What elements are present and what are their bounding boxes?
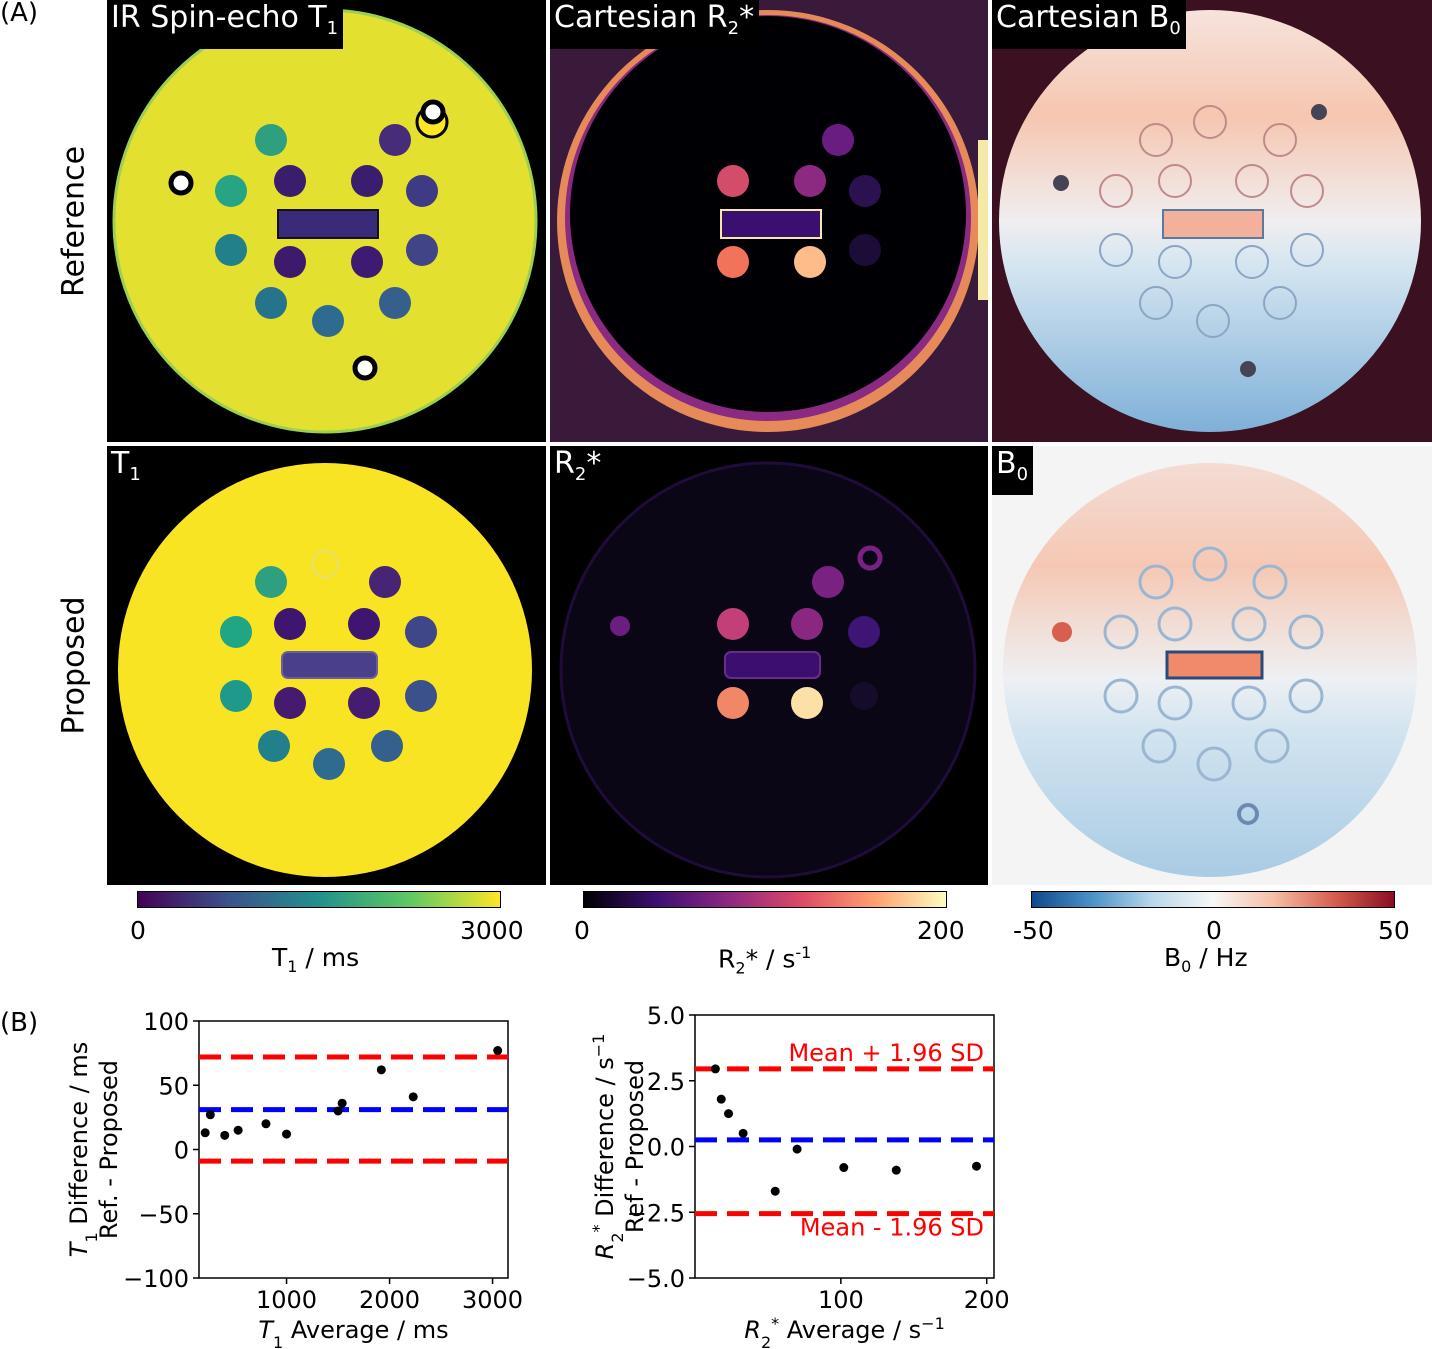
data-point xyxy=(234,1126,243,1135)
y-tick-label: 100 xyxy=(143,1008,189,1036)
panel-label-a: (A) xyxy=(0,0,38,28)
map-reference-r2: Cartesian R2* xyxy=(550,0,988,442)
data-point xyxy=(793,1145,802,1154)
map-title-prop-b0: B0 xyxy=(992,446,1033,495)
x-tick-label: 100 xyxy=(818,1286,864,1314)
data-point xyxy=(338,1099,347,1108)
x-tick-label: 2000 xyxy=(359,1286,420,1314)
colorbar-r2-max: 200 xyxy=(917,916,965,945)
colorbar-t1 xyxy=(137,891,501,908)
row-label-reference: Reference xyxy=(57,132,92,312)
colorbar-t1-min: 0 xyxy=(130,916,146,945)
colorbar-r2-label: R2* / s-1 xyxy=(718,943,811,977)
map-proposed-b0-image xyxy=(992,446,1432,885)
map-title-prop-r2: R2* xyxy=(550,446,606,495)
colorbar-t1-max: 3000 xyxy=(460,916,524,945)
colorbar-r2 xyxy=(583,891,947,908)
map-reference-t1-image xyxy=(107,0,546,442)
annotation-lower: Mean - 1.96 SD xyxy=(800,1214,984,1242)
map-title-ref-b0: Cartesian B0 xyxy=(992,0,1186,49)
data-point xyxy=(717,1095,726,1104)
data-point xyxy=(206,1110,215,1119)
map-reference-r2-image xyxy=(550,0,988,442)
colorbar-b0-mid: 0 xyxy=(1206,916,1222,945)
colorbar-b0-label: B0 / Hz xyxy=(1164,943,1248,976)
colorbar-b0 xyxy=(1031,891,1395,908)
y-tick-label: 50 xyxy=(158,1072,189,1100)
data-point xyxy=(409,1092,418,1101)
colorbar-r2-min: 0 xyxy=(574,916,590,945)
map-reference-b0-image xyxy=(992,0,1432,442)
colorbar-b0-max: 50 xyxy=(1378,916,1410,945)
x-axis-label: T1 Average / ms xyxy=(258,1316,448,1349)
data-point xyxy=(839,1163,848,1172)
y-tick-label: 0 xyxy=(174,1137,189,1165)
map-reference-t1: IR Spin-echo T1 xyxy=(107,0,546,442)
colorbar-b0-min: -50 xyxy=(1013,916,1054,945)
y-tick-label: 5.0 xyxy=(647,1002,685,1030)
y-tick-label: −50 xyxy=(138,1201,189,1229)
data-point xyxy=(739,1129,748,1138)
annotation-upper: Mean + 1.96 SD xyxy=(788,1039,984,1067)
data-point xyxy=(201,1128,210,1137)
data-point xyxy=(771,1187,780,1196)
map-title-prop-t1: T1 xyxy=(107,446,146,495)
x-tick-label: 3000 xyxy=(462,1286,523,1314)
data-point xyxy=(220,1131,229,1140)
data-point xyxy=(892,1166,901,1175)
data-point xyxy=(724,1109,733,1118)
x-tick-label: 1000 xyxy=(256,1286,317,1314)
y-tick-label: 0.0 xyxy=(647,1134,685,1162)
x-axis-label: R2* Average / s−1 xyxy=(744,1314,945,1349)
data-point xyxy=(282,1130,291,1139)
data-point xyxy=(377,1065,386,1074)
map-proposed-t1-image xyxy=(107,446,546,885)
data-point xyxy=(972,1162,981,1171)
plot-frame xyxy=(199,1021,508,1278)
data-point xyxy=(493,1046,502,1055)
map-proposed-r2: R2* xyxy=(550,446,988,885)
row-label-proposed: Proposed xyxy=(57,576,92,756)
y-axis-label-2: Ref. - Proposed xyxy=(95,1060,123,1239)
map-title-ref-t1: IR Spin-echo T1 xyxy=(107,0,343,49)
map-reference-b0: Cartesian B0 xyxy=(992,0,1432,442)
map-proposed-b0: B0 xyxy=(992,446,1432,885)
map-proposed-r2-image xyxy=(550,446,988,885)
x-tick-label: 200 xyxy=(964,1286,1010,1314)
map-proposed-t1: T1 xyxy=(107,446,546,885)
data-point xyxy=(334,1106,343,1115)
y-tick-label: 2.5 xyxy=(647,1068,685,1096)
data-point xyxy=(711,1064,720,1073)
y-axis-label-2: Ref - Proposed xyxy=(621,1060,649,1233)
map-title-ref-r2: Cartesian R2* xyxy=(550,0,759,49)
data-point xyxy=(261,1119,270,1128)
colorbar-t1-label: T1 / ms xyxy=(272,943,359,976)
y-tick-label: −5.0 xyxy=(627,1265,685,1293)
y-tick-label: −100 xyxy=(123,1265,189,1293)
